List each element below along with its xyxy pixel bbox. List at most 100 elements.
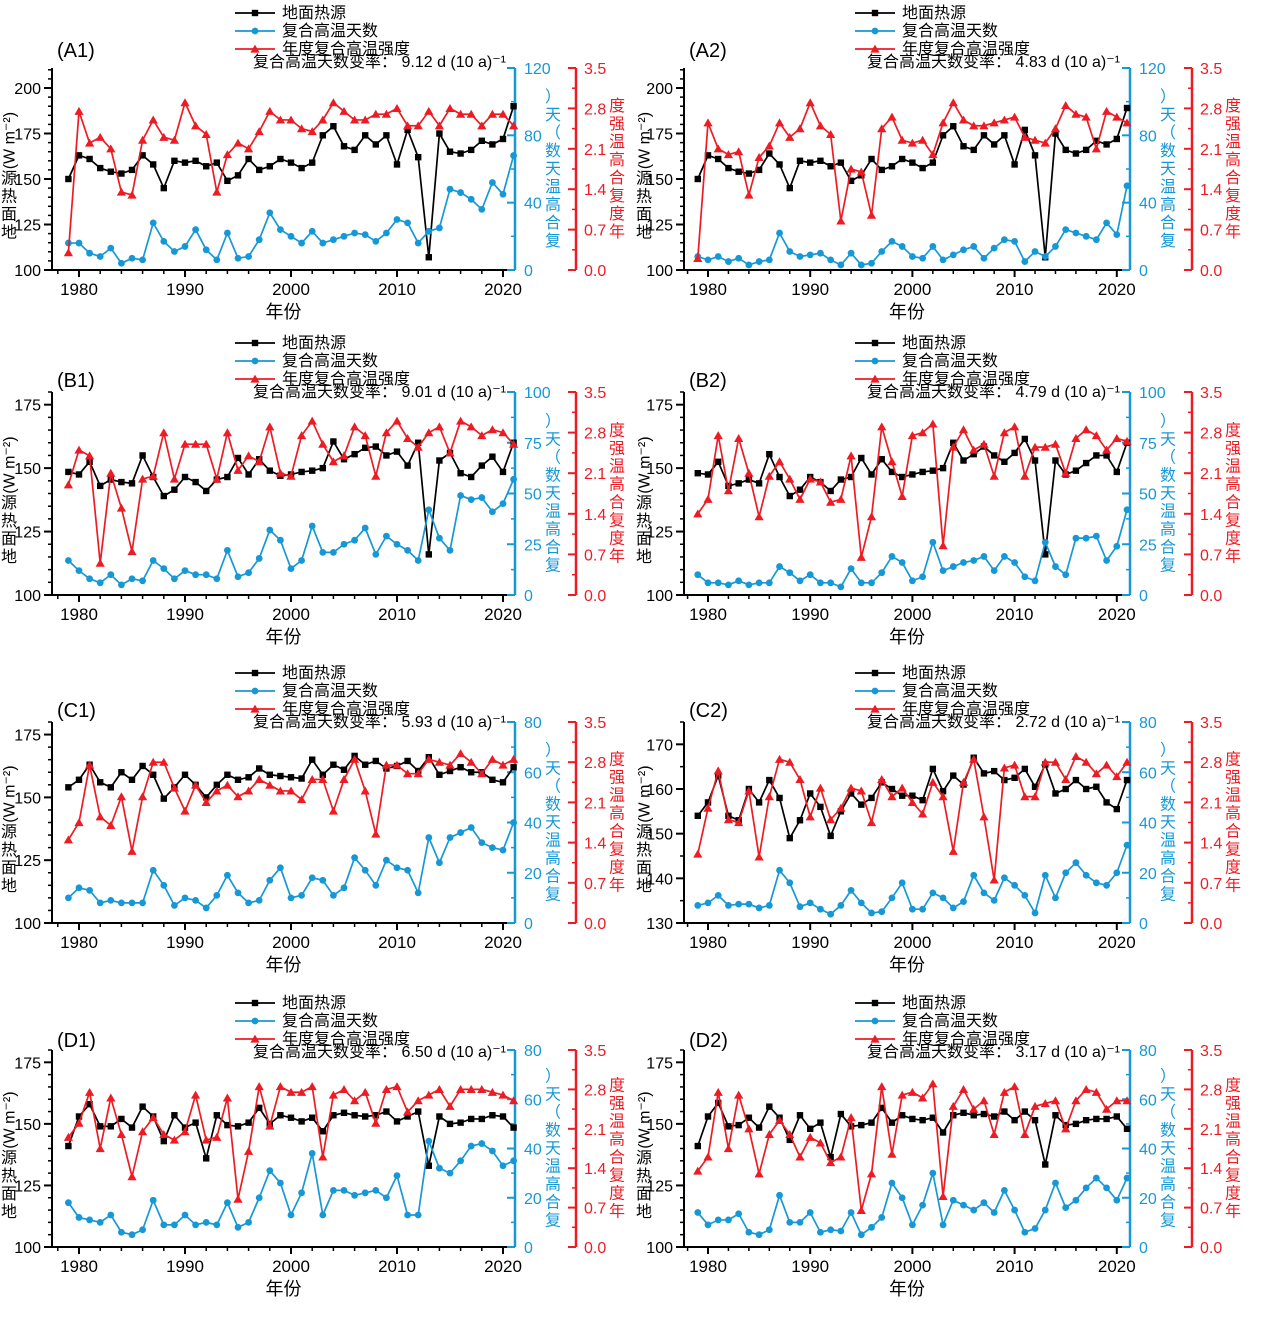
svg-text:源: 源 xyxy=(1,1149,17,1167)
svg-text:年: 年 xyxy=(609,223,625,241)
svg-text:50: 50 xyxy=(524,487,542,504)
svg-text:125: 125 xyxy=(14,853,41,870)
svg-text:60: 60 xyxy=(1139,765,1157,782)
svg-text:复合高温天数变率： 3.17 d (10 a)⁻¹: 复合高温天数变率： 3.17 d (10 a)⁻¹ xyxy=(867,1043,1120,1061)
svg-text:年: 年 xyxy=(1225,877,1241,895)
svg-text:1.4: 1.4 xyxy=(1200,507,1222,524)
svg-text:复: 复 xyxy=(609,512,625,530)
svg-text:0.0: 0.0 xyxy=(1200,916,1222,933)
svg-text:强: 强 xyxy=(1225,770,1241,787)
svg-text:天: 天 xyxy=(545,815,561,832)
svg-text:2020: 2020 xyxy=(1098,1257,1136,1276)
svg-text:(W m⁻²): (W m⁻²) xyxy=(2,1091,19,1148)
svg-text:热: 热 xyxy=(1,841,17,859)
svg-text:2.1: 2.1 xyxy=(584,142,606,159)
svg-text:温: 温 xyxy=(1160,503,1176,521)
svg-text:数: 数 xyxy=(545,467,561,485)
svg-text:(W m⁻²): (W m⁻²) xyxy=(2,112,19,169)
svg-text:强: 强 xyxy=(1225,441,1241,458)
svg-text:0.7: 0.7 xyxy=(584,547,606,564)
svg-text:150: 150 xyxy=(646,172,673,189)
svg-text:数: 数 xyxy=(1160,467,1176,485)
svg-text:1.4: 1.4 xyxy=(584,507,606,524)
svg-text:面: 面 xyxy=(636,1186,652,1203)
svg-text:高: 高 xyxy=(545,196,561,214)
svg-text:度: 度 xyxy=(1225,97,1241,115)
svg-text:复合高温天数变率： 6.50 d (10 a)⁻¹: 复合高温天数变率： 6.50 d (10 a)⁻¹ xyxy=(253,1043,506,1061)
svg-text:20: 20 xyxy=(524,1191,542,1208)
svg-text:度: 度 xyxy=(609,1077,625,1095)
svg-text:复: 复 xyxy=(1225,512,1241,530)
svg-text:1990: 1990 xyxy=(166,280,204,299)
svg-text:天: 天 xyxy=(545,1087,561,1104)
svg-text:125: 125 xyxy=(646,1178,673,1195)
svg-text:200: 200 xyxy=(646,81,673,98)
svg-text:2020: 2020 xyxy=(1098,605,1136,624)
svg-text:1980: 1980 xyxy=(60,605,98,624)
svg-text:地: 地 xyxy=(1,223,17,241)
svg-text:数: 数 xyxy=(545,796,561,814)
svg-text:合: 合 xyxy=(545,868,561,886)
svg-text:175: 175 xyxy=(646,1055,673,1072)
svg-text:0.7: 0.7 xyxy=(584,223,606,240)
svg-text:80: 80 xyxy=(1139,1043,1157,1060)
svg-text:强: 强 xyxy=(609,441,625,458)
svg-text:强: 强 xyxy=(609,116,625,133)
svg-text:2.8: 2.8 xyxy=(1200,1082,1222,1099)
svg-text:强: 强 xyxy=(1225,116,1241,133)
svg-text:年: 年 xyxy=(1225,223,1241,241)
svg-text:热: 热 xyxy=(1,512,17,530)
svg-text:度: 度 xyxy=(1225,422,1241,440)
svg-text:20: 20 xyxy=(524,866,542,883)
svg-text:复合高温天数: 复合高温天数 xyxy=(902,352,998,370)
svg-text:(A1): (A1) xyxy=(57,40,95,62)
svg-text:(D1): (D1) xyxy=(57,1030,96,1052)
svg-text:2000: 2000 xyxy=(893,933,931,952)
svg-text:0.7: 0.7 xyxy=(1200,223,1222,240)
svg-text:天: 天 xyxy=(1160,432,1176,449)
svg-text:温: 温 xyxy=(1225,458,1241,476)
svg-text:140: 140 xyxy=(646,871,673,888)
svg-text:（: （ xyxy=(545,124,561,142)
svg-text:年份: 年份 xyxy=(266,627,302,647)
svg-text:热: 热 xyxy=(636,841,652,859)
svg-text:2.1: 2.1 xyxy=(584,795,606,812)
svg-text:0.0: 0.0 xyxy=(584,263,606,280)
svg-text:2010: 2010 xyxy=(378,933,416,952)
svg-text:高: 高 xyxy=(1225,151,1241,169)
svg-text:1990: 1990 xyxy=(166,605,204,624)
svg-text:年度复合高温强度: 年度复合高温强度 xyxy=(282,1030,410,1048)
svg-text:75: 75 xyxy=(1139,436,1157,453)
svg-text:0.0: 0.0 xyxy=(584,588,606,605)
svg-text:地: 地 xyxy=(636,223,652,241)
svg-text:125: 125 xyxy=(646,218,673,235)
svg-text:0.7: 0.7 xyxy=(584,876,606,893)
svg-text:数: 数 xyxy=(1160,142,1176,160)
svg-text:2.8: 2.8 xyxy=(584,101,606,118)
svg-text:地面热源: 地面热源 xyxy=(902,334,966,352)
svg-text:年: 年 xyxy=(609,548,625,566)
svg-text:复: 复 xyxy=(545,232,561,250)
svg-text:125: 125 xyxy=(14,525,41,542)
svg-text:3.5: 3.5 xyxy=(1200,715,1222,732)
svg-text:2010: 2010 xyxy=(996,605,1034,624)
svg-text:复: 复 xyxy=(1160,232,1176,250)
svg-text:100: 100 xyxy=(524,385,551,402)
svg-text:150: 150 xyxy=(646,461,673,478)
svg-text:复: 复 xyxy=(545,557,561,575)
svg-text:年: 年 xyxy=(609,1203,625,1221)
svg-text:地: 地 xyxy=(636,1203,652,1221)
svg-text:复: 复 xyxy=(609,1167,625,1185)
svg-text:100: 100 xyxy=(646,588,673,605)
svg-text:150: 150 xyxy=(14,172,41,189)
svg-text:温: 温 xyxy=(545,1158,561,1176)
svg-text:年度复合高温强度: 年度复合高温强度 xyxy=(282,370,410,388)
svg-text:2010: 2010 xyxy=(996,1257,1034,1276)
svg-text:100: 100 xyxy=(14,263,41,280)
svg-text:复: 复 xyxy=(1160,1212,1176,1230)
svg-text:地面热源: 地面热源 xyxy=(282,4,346,22)
svg-text:3.5: 3.5 xyxy=(1200,61,1222,78)
svg-text:2.1: 2.1 xyxy=(1200,795,1222,812)
svg-text:0.7: 0.7 xyxy=(584,1201,606,1218)
svg-text:1980: 1980 xyxy=(60,280,98,299)
